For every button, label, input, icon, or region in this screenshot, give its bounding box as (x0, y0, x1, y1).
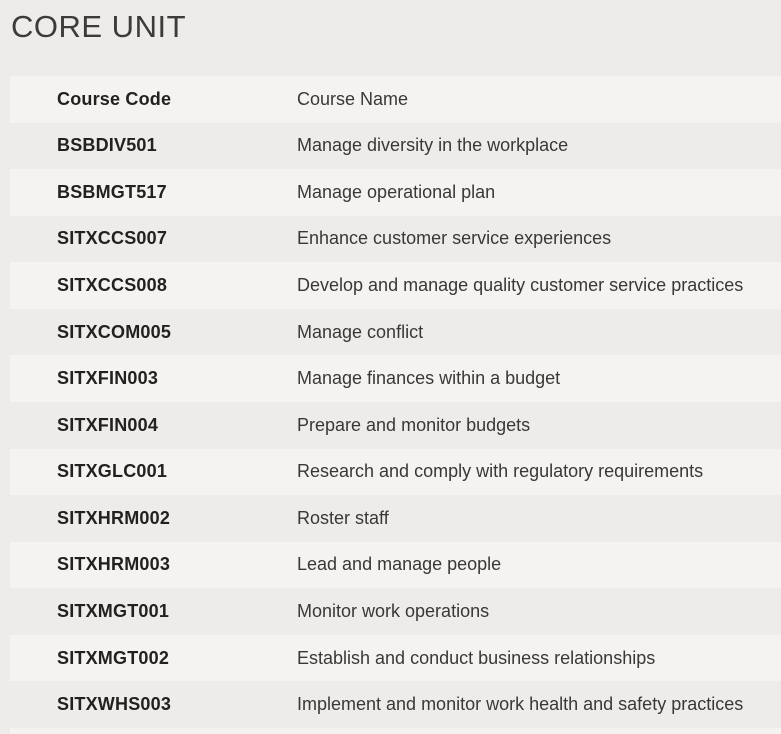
page-title: CORE UNIT (11, 9, 186, 44)
table-row: SITXHRM002 Roster staff (10, 495, 781, 542)
course-name-cell: Monitor work operations (297, 600, 490, 621)
course-name-cell: Manage operational plan (297, 181, 496, 202)
course-code-cell: SITXFIN003 (57, 368, 159, 389)
course-name-cell: Manage diversity in the workplace (297, 135, 569, 156)
course-name-cell: Develop and manage quality customer serv… (297, 275, 744, 296)
course-name-cell: Manage conflict (297, 321, 424, 342)
course-code-cell: SITXMGT001 (57, 600, 170, 621)
table-row: SITXCCS008 Develop and manage quality cu… (10, 262, 781, 309)
course-name-cell: Roster staff (297, 507, 389, 528)
course-name-cell: Research and comply with regulatory requ… (297, 461, 704, 482)
table-body: BSBDIV501 Manage diversity in the workpl… (0, 123, 781, 728)
course-code-cell: SITXMGT002 (57, 647, 170, 668)
table-row: BSBMGT517 Manage operational plan (10, 169, 781, 216)
course-name-cell: Enhance customer service experiences (297, 228, 612, 249)
course-code-cell: SITXGLC001 (57, 461, 168, 482)
course-code-cell: BSBMGT517 (57, 181, 167, 202)
course-name-cell: Manage finances within a budget (297, 368, 561, 389)
course-code-cell: SITXHRM003 (57, 554, 171, 575)
table-row-partial (10, 727, 781, 734)
course-name-cell: Implement and monitor work health and sa… (297, 694, 744, 715)
course-code-cell: SITXCOM005 (57, 321, 172, 342)
table-row: SITXMGT001 Monitor work operations (10, 588, 781, 635)
course-code-cell: BSBDIV501 (57, 135, 157, 156)
table-row: BSBDIV501 Manage diversity in the workpl… (10, 123, 781, 170)
course-code-cell: SITXCCS007 (57, 228, 168, 249)
table-row: SITXFIN003 Manage finances within a budg… (10, 355, 781, 402)
table-row: SITXMGT002 Establish and conduct busines… (10, 634, 781, 682)
table-header-row: Course Code Course Name (10, 76, 781, 123)
course-code-cell: SITXHRM002 (57, 507, 171, 528)
column-header-course-name: Course Name (297, 88, 409, 109)
course-code-cell: SITXWHS003 (57, 694, 172, 715)
course-name-cell: Prepare and monitor budgets (297, 414, 531, 435)
course-name-cell: Establish and conduct business relations… (297, 647, 656, 668)
table-row: SITXHRM003 Lead and manage people (10, 541, 781, 589)
core-unit-table: Course Code Course Name BSBDIV501 Manage… (0, 76, 781, 734)
course-code-cell: SITXCCS008 (57, 275, 168, 296)
table-row: SITXCOM005 Manage conflict (10, 309, 781, 356)
table-row: SITXFIN004 Prepare and monitor budgets (10, 402, 781, 449)
column-header-course-code: Course Code (57, 88, 172, 109)
course-code-cell: SITXFIN004 (57, 414, 159, 435)
course-name-cell: Lead and manage people (297, 554, 502, 575)
table-row: SITXWHS003 Implement and monitor work he… (10, 681, 781, 728)
table-row: SITXGLC001 Research and comply with regu… (10, 448, 781, 496)
table-row: SITXCCS007 Enhance customer service expe… (10, 216, 781, 263)
